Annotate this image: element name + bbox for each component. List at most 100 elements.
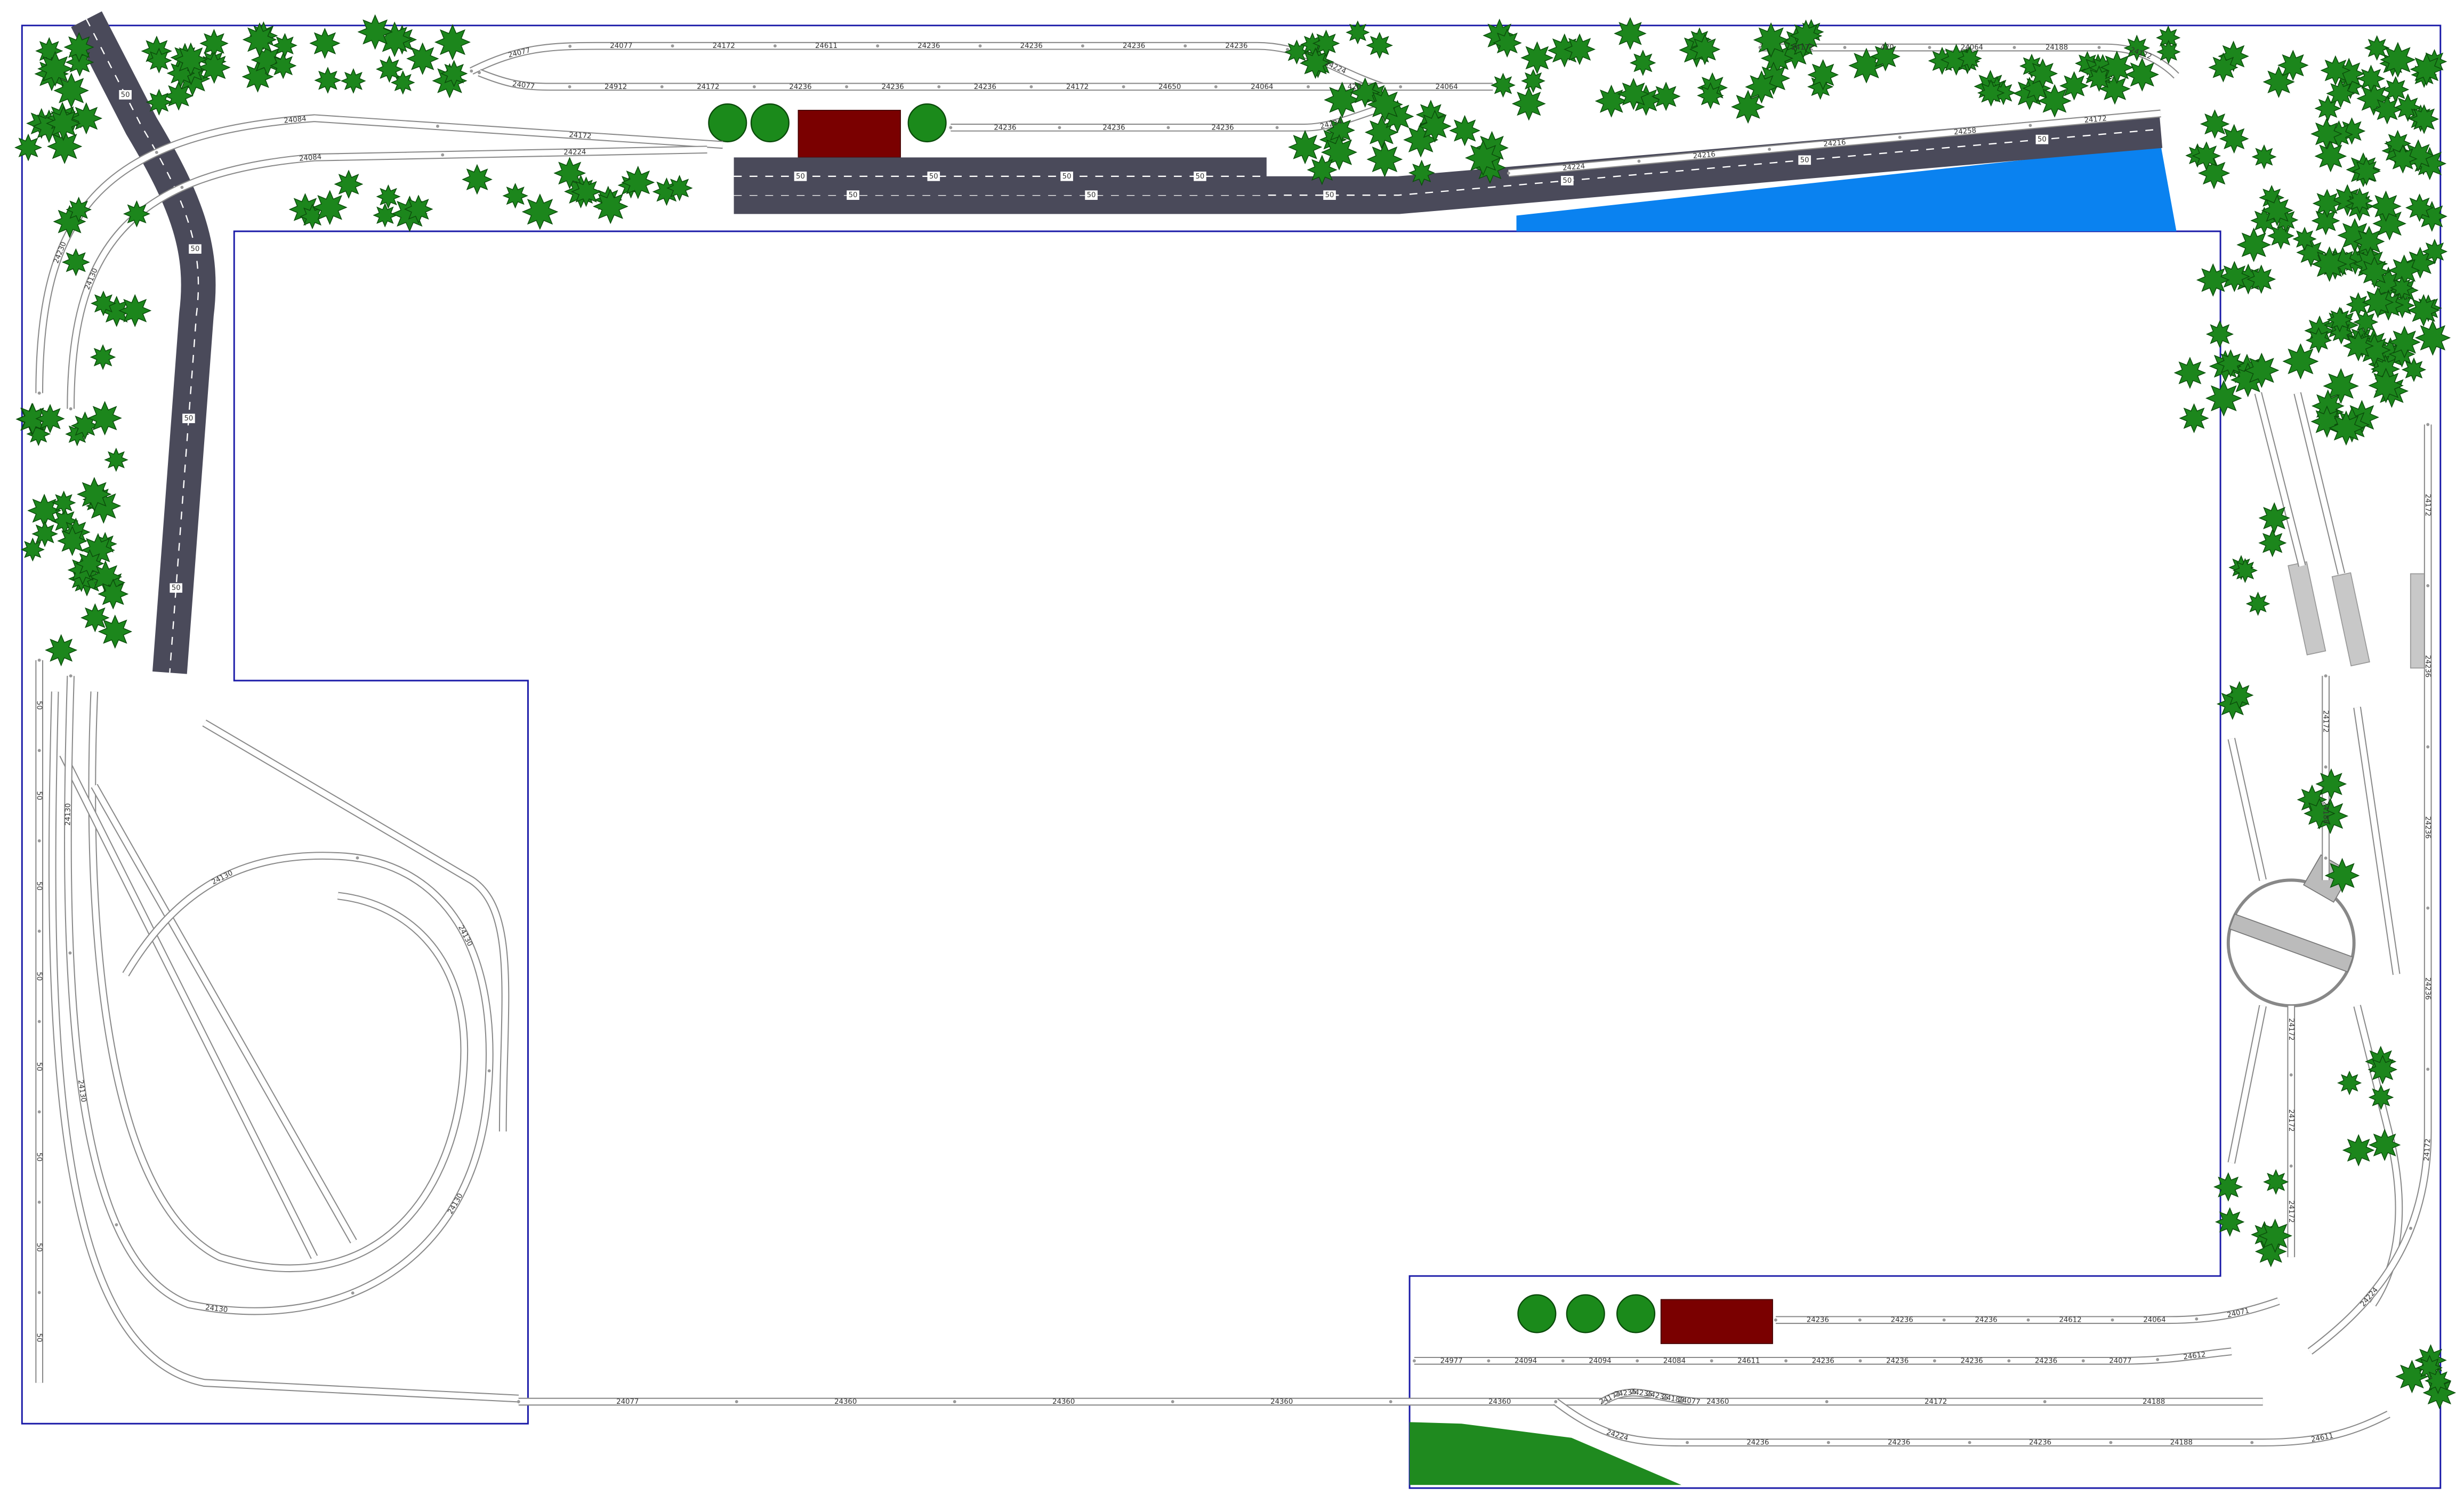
- road-label: 50: [191, 245, 200, 253]
- track-label: 24360: [1270, 1398, 1293, 1406]
- joint: [470, 69, 473, 73]
- joint: [2426, 745, 2430, 749]
- joint: [1774, 1318, 1777, 1322]
- tree: [1745, 70, 1778, 104]
- tree: [1957, 46, 1983, 71]
- tree: [2323, 368, 2359, 405]
- tree: [2282, 343, 2319, 380]
- turntable-bridge: [2228, 913, 2354, 973]
- tree: [2368, 1085, 2394, 1110]
- track-label: 24188: [2170, 1439, 2193, 1447]
- tree: [2342, 330, 2374, 362]
- tree: [1629, 50, 1656, 76]
- joint: [1826, 1441, 1830, 1444]
- joint: [180, 185, 184, 189]
- tree: [98, 614, 132, 649]
- tree: [2244, 352, 2280, 388]
- joint: [1637, 159, 1641, 163]
- track-label: 24650: [1158, 83, 1181, 91]
- tree: [2388, 326, 2421, 359]
- joint: [1968, 1441, 1971, 1444]
- trees: [14, 14, 2457, 1410]
- track-label: 24084: [299, 153, 321, 163]
- track-label: 24612: [2059, 1316, 2081, 1324]
- track-label: 24172: [569, 131, 592, 141]
- rail: [478, 70, 1493, 90]
- rail: [2255, 392, 2305, 567]
- track-label: 24912: [605, 83, 627, 91]
- joint: [1616, 1393, 1619, 1397]
- track-label: 24172: [713, 42, 735, 50]
- tree: [1492, 28, 1522, 58]
- joint: [773, 44, 777, 48]
- tree: [2292, 227, 2317, 251]
- tree: [2038, 84, 2072, 118]
- tree: [1491, 72, 1516, 98]
- road-label: 50: [796, 173, 805, 181]
- track-label: 24172: [2322, 710, 2330, 733]
- road-label-box: [1798, 155, 1811, 165]
- road-label: 50: [1087, 191, 1096, 199]
- track-label: 24216: [1823, 139, 1846, 149]
- tree: [2368, 368, 2404, 403]
- tree: [90, 290, 116, 317]
- tree: [2258, 1218, 2292, 1253]
- tree: [2346, 187, 2373, 214]
- tree: [2311, 206, 2340, 236]
- road-label: 50: [1563, 177, 1572, 185]
- joint: [1928, 46, 1931, 50]
- track-label: 24077: [610, 42, 632, 50]
- joint: [2156, 1358, 2160, 1361]
- joint: [2028, 124, 2032, 127]
- joint: [37, 929, 41, 933]
- tree: [104, 448, 128, 472]
- tree: [270, 52, 297, 79]
- track-label: 24360: [1052, 1398, 1075, 1406]
- joint: [1631, 1390, 1635, 1394]
- track-label: 24077: [512, 80, 535, 91]
- rail: [1553, 1399, 2390, 1445]
- joint: [876, 44, 880, 48]
- track-label: 50: [35, 882, 43, 891]
- tree: [666, 175, 693, 201]
- joint: [487, 1069, 491, 1073]
- tree: [2401, 357, 2427, 382]
- tree: [521, 193, 559, 230]
- joint: [1858, 1318, 1862, 1322]
- bush: [907, 103, 947, 143]
- joint: [1029, 85, 1033, 88]
- tree: [75, 549, 104, 578]
- tree: [462, 164, 493, 195]
- tree: [1284, 39, 1309, 65]
- joint: [1171, 1400, 1174, 1403]
- track-label: 24172: [2423, 1138, 2433, 1161]
- joint: [1561, 1359, 1565, 1363]
- track-label: 24216: [1693, 150, 1716, 160]
- hill: [1410, 1422, 1682, 1485]
- road-label: 50: [1196, 173, 1205, 181]
- joint: [671, 44, 674, 48]
- tree: [1697, 82, 1724, 109]
- tree: [2233, 557, 2258, 584]
- rail: [89, 691, 468, 1271]
- track-label: 24236: [1225, 42, 1247, 50]
- tree: [1366, 141, 1403, 178]
- rail: [1414, 1348, 2232, 1364]
- joint: [441, 153, 445, 157]
- track-label: 24172: [1925, 1398, 1947, 1406]
- track-label: 24064: [1251, 83, 1273, 91]
- tree: [2123, 35, 2151, 61]
- road-label-box: [794, 171, 807, 181]
- track-label: 420: [1880, 44, 1894, 52]
- tree: [312, 190, 348, 225]
- joint: [568, 44, 572, 48]
- road-label-box: [1323, 190, 1336, 200]
- track-label: 24236: [917, 42, 940, 50]
- track-label: 24977: [1440, 1357, 1463, 1365]
- tree: [1312, 29, 1340, 58]
- tree: [571, 176, 602, 207]
- tree: [440, 60, 468, 87]
- joint: [436, 124, 439, 128]
- track-label: 24172: [2287, 1018, 2295, 1040]
- joint: [1183, 44, 1187, 48]
